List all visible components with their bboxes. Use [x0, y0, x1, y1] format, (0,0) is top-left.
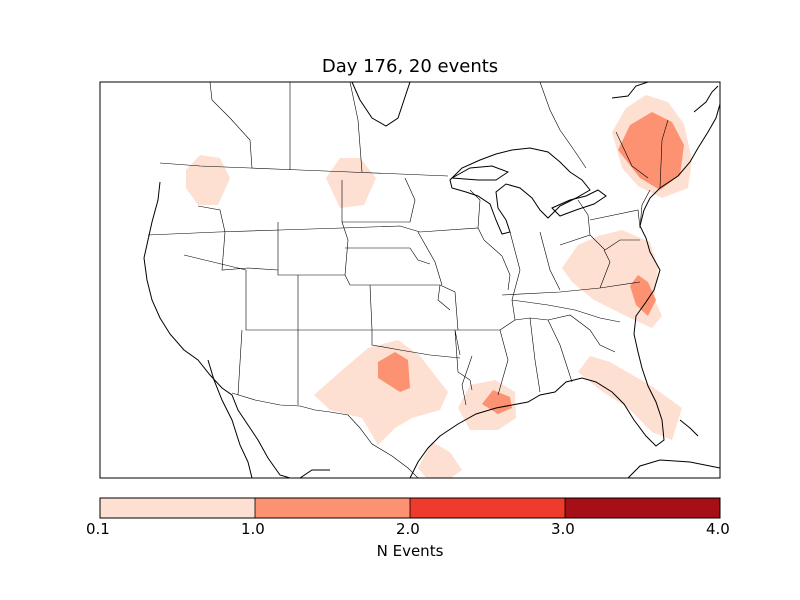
colorbar-title: N Events: [376, 542, 444, 560]
baja-coast: [207, 359, 253, 478]
coastline-west: [143, 181, 291, 478]
colorbar-tick-label: 2.0: [396, 520, 420, 538]
colorbar-tick-label: 4.0: [706, 520, 730, 538]
hudson-bay: [351, 82, 411, 127]
colorbar-segment-1: [100, 498, 255, 518]
hotspot-texas-light: [314, 340, 448, 445]
colorbar-segment-2: [255, 498, 410, 518]
canadian-coast-east: [611, 82, 719, 113]
colorbar-tick-label: 3.0: [551, 520, 575, 538]
state-lines: [147, 119, 669, 406]
caribbean-coast: [627, 459, 720, 478]
lake-erie-ontario: [551, 189, 607, 217]
cuba: [679, 419, 699, 437]
us-mexico-border: [231, 392, 419, 478]
colorbar-segment-3: [410, 498, 565, 518]
border-layer: [147, 82, 669, 478]
hotspot-new-england-medium: [618, 112, 684, 190]
event-density-layer: [186, 95, 692, 478]
lake-superior: [450, 165, 510, 181]
us-canada-border: [159, 162, 449, 177]
colorbar-tick-label: 0.1: [86, 520, 110, 538]
map-panel: [143, 82, 720, 478]
hotspot-louisiana-medium: [482, 390, 512, 414]
hotspot-south-texas: [418, 442, 462, 478]
gulf-coast: [299, 103, 720, 478]
canada-provinces: [209, 82, 587, 173]
coastline-layer: [143, 82, 720, 478]
hotspot-texas-medium: [378, 352, 410, 392]
colorbar: [99, 497, 721, 519]
hotspot-carolina-medium: [630, 275, 656, 316]
hotspot-north-dakota: [326, 158, 376, 208]
map-title: Day 176, 20 events: [321, 56, 499, 77]
hotspot-florida: [578, 356, 682, 440]
great-lakes: [449, 147, 591, 235]
colorbar-segment-4: [565, 498, 720, 518]
colorbar-tick-label: 1.0: [241, 520, 265, 538]
map-frame: [99, 81, 721, 479]
hotspot-washington: [186, 155, 230, 205]
